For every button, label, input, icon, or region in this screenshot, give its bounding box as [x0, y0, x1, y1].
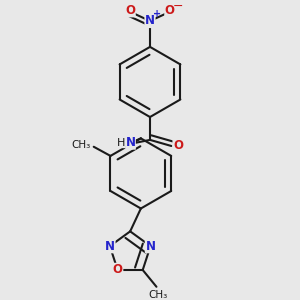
Text: N: N — [145, 14, 155, 28]
Text: N: N — [126, 136, 136, 149]
Text: −: − — [173, 0, 184, 13]
Text: CH₃: CH₃ — [71, 140, 91, 150]
Text: N: N — [146, 240, 155, 253]
Text: O: O — [165, 4, 175, 17]
Text: O: O — [125, 4, 135, 17]
Text: +: + — [153, 9, 161, 19]
Text: O: O — [173, 140, 183, 152]
Text: O: O — [112, 263, 123, 277]
Text: N: N — [105, 240, 115, 253]
Text: H: H — [117, 138, 126, 148]
Text: CH₃: CH₃ — [148, 290, 168, 300]
